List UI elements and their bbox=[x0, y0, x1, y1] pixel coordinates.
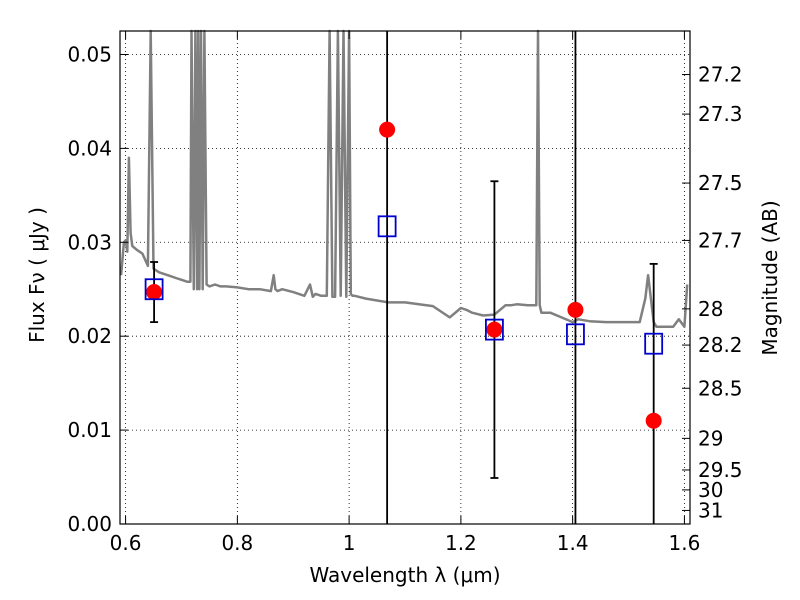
observed-point bbox=[486, 321, 503, 338]
observed-point bbox=[645, 412, 662, 429]
y-tick-label: 0.05 bbox=[67, 42, 112, 66]
model-photometry-point bbox=[144, 278, 164, 301]
model-photometry-point bbox=[377, 215, 397, 238]
y-tick-label: 0.03 bbox=[67, 230, 112, 254]
right-tick-label: 27.5 bbox=[698, 171, 743, 195]
right-tick-label: 28.5 bbox=[698, 376, 743, 400]
right-tick-label: 28.2 bbox=[698, 333, 743, 357]
x-axis-title: Wavelength λ (μm) bbox=[309, 563, 500, 587]
x-tick-label: 0.8 bbox=[221, 531, 253, 555]
right-axis-title: Magnitude (AB) bbox=[758, 200, 782, 355]
right-tick-label: 27.2 bbox=[698, 63, 743, 87]
observed-point bbox=[567, 301, 584, 318]
right-tick-label: 29 bbox=[698, 426, 723, 450]
model-spectrum-line bbox=[119, 29, 689, 329]
model-spectrum-layer bbox=[119, 29, 689, 329]
right-tick-label: 28 bbox=[698, 297, 723, 321]
x-tick-label: 1 bbox=[343, 531, 356, 555]
errorbar bbox=[649, 262, 658, 524]
y-tick-label: 0.02 bbox=[67, 324, 112, 348]
x-tick-labels: 0.6 0.8 1 1.2 1.4 1.6 bbox=[110, 531, 701, 555]
observed-point bbox=[379, 121, 396, 138]
y-axis-title: Flux Fν ( μJy ) bbox=[25, 207, 49, 343]
y-tick-labels: 0.00 0.01 0.02 0.03 0.04 0.05 bbox=[67, 42, 112, 536]
right-tick-label: 31 bbox=[698, 498, 723, 522]
observed-point bbox=[146, 284, 163, 301]
y-tick-label: 0.00 bbox=[67, 512, 112, 536]
right-tick-label: 27.7 bbox=[698, 228, 743, 252]
y-tick-label: 0.04 bbox=[67, 136, 112, 160]
observed-points-layer bbox=[146, 121, 662, 429]
right-tick-label: 29.5 bbox=[698, 458, 743, 482]
errorbar-layer bbox=[150, 31, 658, 524]
x-tick-label: 1.2 bbox=[445, 531, 477, 555]
model-photometry-point bbox=[485, 318, 504, 341]
right-tick-label: 27.3 bbox=[698, 102, 743, 126]
model-photometry-point bbox=[644, 332, 664, 355]
x-tick-label: 1.6 bbox=[669, 531, 701, 555]
plot-frame bbox=[119, 30, 691, 525]
x-tick-label: 1.4 bbox=[557, 531, 589, 555]
x-tick-label: 0.6 bbox=[110, 531, 142, 555]
right-tick-label: 30 bbox=[698, 478, 723, 502]
y-tick-label: 0.01 bbox=[67, 418, 112, 442]
model-photometry-layer bbox=[144, 215, 664, 355]
model-photometry-point bbox=[566, 323, 585, 346]
tick-layer bbox=[120, 31, 690, 525]
